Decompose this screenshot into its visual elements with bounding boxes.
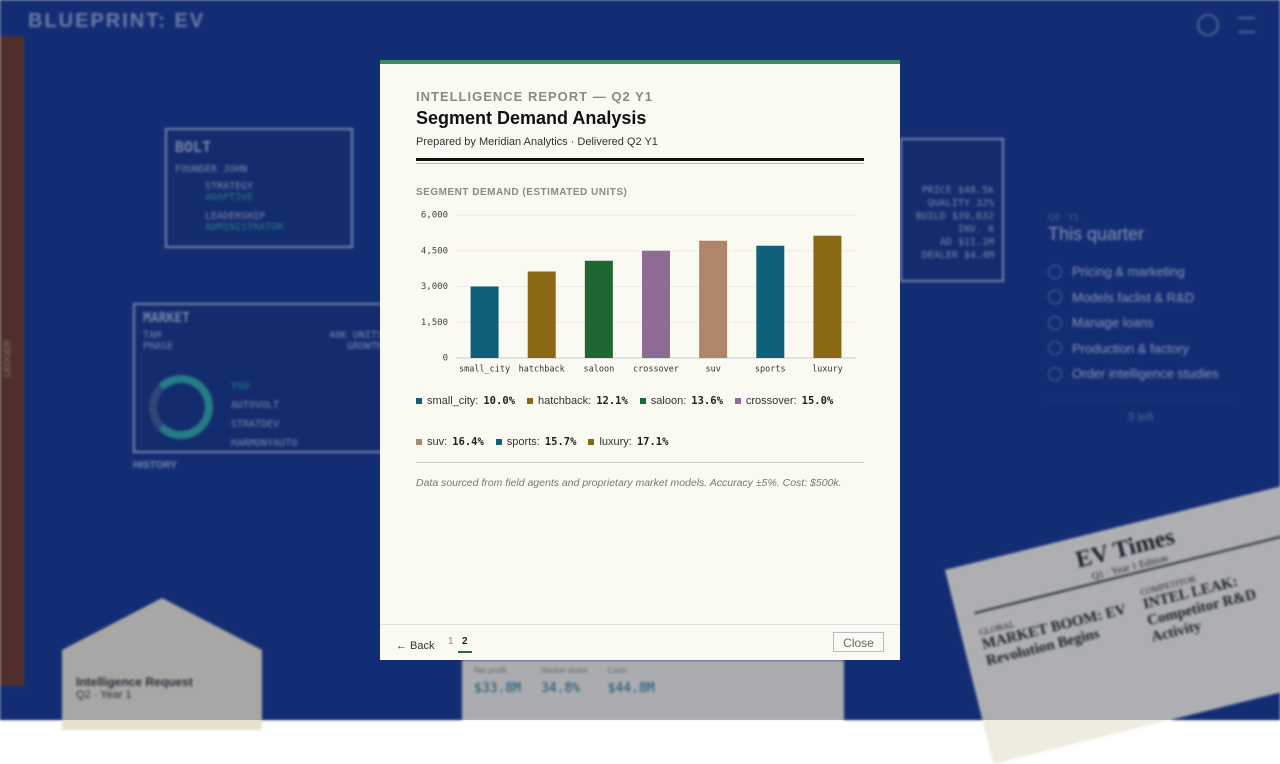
chart-title: SEGMENT DEMAND (ESTIMATED UNITS): [416, 187, 627, 198]
y-tick-label: 4,500: [421, 246, 448, 256]
x-tick-label: crossover: [633, 365, 679, 375]
legend-share: 15.0%: [802, 395, 834, 407]
legend-swatch: [416, 398, 422, 404]
legend: small_city 10.0% hatchback 12.1% saloon 13.6%…: [416, 394, 864, 448]
legend-name: hatchback: [538, 395, 591, 407]
report-byline: Prepared by Meridian Analytics · Deliver…: [416, 136, 658, 148]
chart: 0 1,500 3,000 4,500 6,000 small_city hatchback…: [416, 204, 864, 384]
legend-swatch: [735, 398, 741, 404]
legend-item: sports 15.7%: [496, 435, 577, 448]
rule: [416, 158, 864, 161]
x-tick-label: sports: [755, 365, 786, 375]
legend-swatch: [496, 439, 502, 445]
x-tick-label: saloon: [583, 365, 614, 375]
bar: [756, 246, 784, 358]
rule: [416, 163, 864, 164]
legend-name: luxury: [599, 436, 631, 448]
legend-name: saloon: [651, 395, 686, 407]
y-tick-label: 6,000: [421, 211, 448, 221]
x-tick-label: small_city: [459, 365, 510, 375]
page-tab[interactable]: 1: [448, 636, 454, 647]
footer-rule: [380, 624, 900, 625]
footnote: Data sourced from field agents and propr…: [416, 477, 842, 489]
legend-item: small_city 10.0%: [416, 394, 515, 407]
page-tab-active[interactable]: 2: [458, 636, 472, 653]
x-tick-label: luxury: [812, 365, 843, 375]
legend-item: hatchback 12.1%: [527, 394, 628, 407]
bar: [528, 271, 556, 358]
legend-swatch: [527, 398, 533, 404]
y-tick-label: 1,500: [421, 318, 448, 328]
bar: [813, 236, 841, 358]
report-title: Segment Demand Analysis: [416, 108, 646, 129]
bar: [585, 261, 613, 358]
legend-item: suv 16.4%: [416, 435, 484, 448]
bar: [699, 241, 727, 358]
close-button[interactable]: Close: [833, 632, 884, 652]
legend-swatch: [640, 398, 646, 404]
legend-item: crossover 15.0%: [735, 394, 833, 407]
report-modal: INTELLIGENCE REPORT — Q2 Y1 Segment Dema…: [380, 60, 900, 660]
legend-name: crossover: [746, 395, 797, 407]
bar: [471, 287, 499, 359]
y-tick-label: 0: [443, 354, 448, 364]
legend-share: 13.6%: [691, 395, 723, 407]
y-tick-label: 3,000: [421, 282, 448, 292]
back-button[interactable]: ← Back: [396, 640, 435, 652]
legend-share: 12.1%: [596, 395, 628, 407]
rule: [416, 462, 864, 463]
legend-share: 16.4%: [452, 436, 484, 448]
report-kicker: INTELLIGENCE REPORT — Q2 Y1: [416, 89, 653, 104]
legend-name: sports: [507, 436, 540, 448]
legend-item: saloon 13.6%: [640, 394, 723, 407]
legend-share: 15.7%: [545, 436, 577, 448]
legend-swatch: [416, 439, 422, 445]
legend-share: 17.1%: [637, 436, 669, 448]
legend-name: small_city: [427, 395, 478, 407]
bar: [642, 251, 670, 358]
legend-name: suv: [427, 436, 447, 448]
legend-item: luxury 17.1%: [588, 435, 668, 448]
x-tick-label: hatchback: [519, 365, 565, 375]
legend-share: 10.0%: [483, 395, 515, 407]
legend-swatch: [588, 439, 594, 445]
x-tick-label: suv: [705, 365, 720, 375]
page: BLUEPRINT: EV LEDGER BOLT FOUNDER JOHN S…: [0, 0, 1280, 720]
